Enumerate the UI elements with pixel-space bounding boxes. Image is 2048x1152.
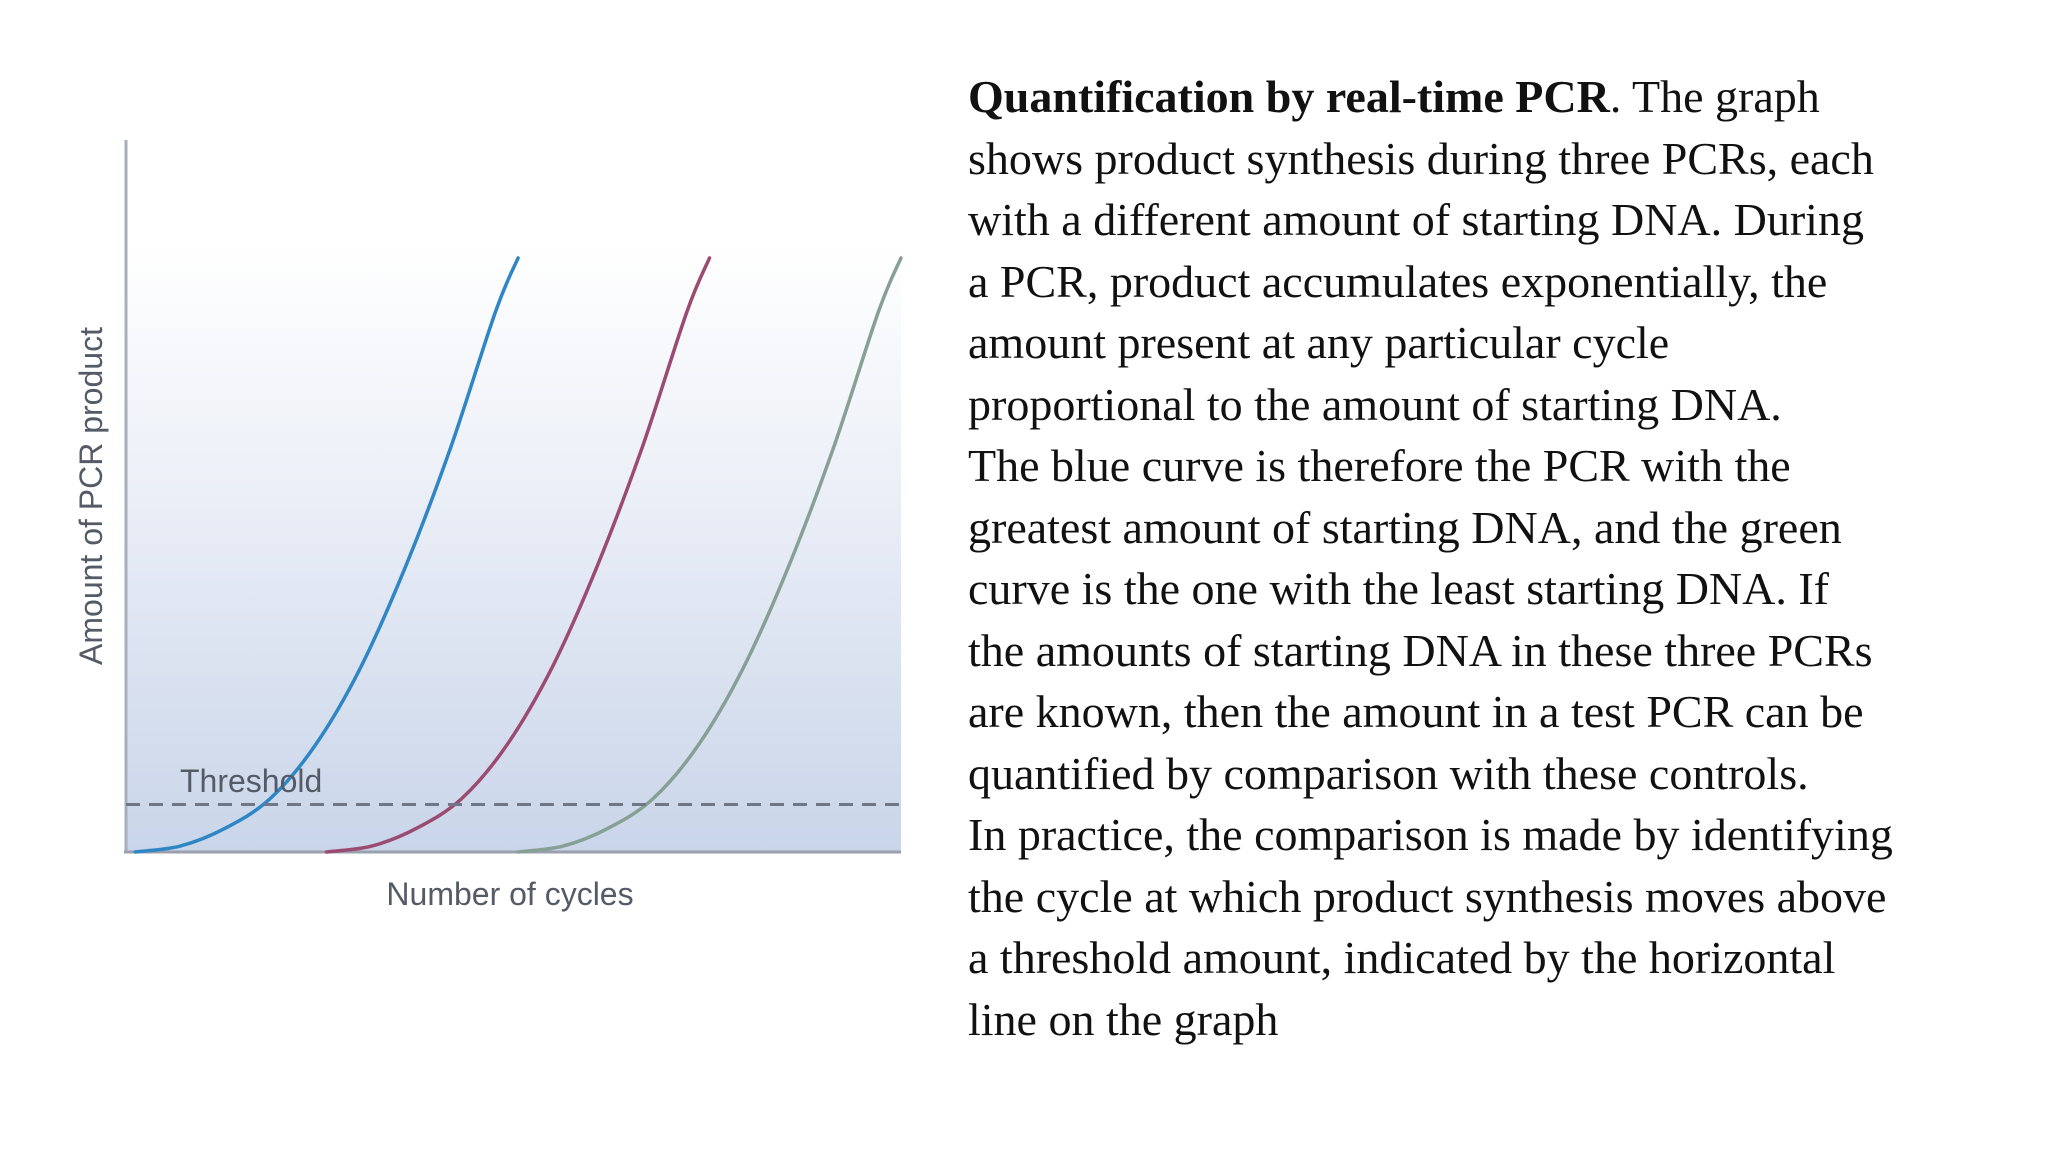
y-axis-label: Amount of PCR product: [73, 327, 109, 665]
figure-caption: Quantification by real-time PCR. The gra…: [968, 66, 2028, 1050]
caption-line-9: the amounts of starting DNA in these thr…: [968, 624, 1873, 676]
series-curve-0: [133, 256, 520, 854]
caption-line-10: are known, then the amount in a test PCR…: [968, 686, 1864, 737]
caption-line-8: curve is the one with the least starting…: [968, 563, 1829, 614]
caption-line-2: with a different amount of starting DNA.…: [968, 194, 1864, 245]
caption-line-13: the cycle at which product synthesis mov…: [968, 870, 1887, 922]
series-curve-1: [324, 256, 712, 854]
x-axis-label: Number of cycles: [386, 876, 633, 912]
plot-background: [126, 245, 901, 852]
caption-line-11: quantified by comparison with these cont…: [968, 747, 1809, 799]
threshold-label: Threshold: [180, 763, 322, 799]
caption-line-15: line on the graph: [968, 993, 1279, 1045]
pcr-chart: Threshold Number of cycles Amount of PCR…: [0, 0, 930, 1152]
caption-line-6: The blue curve is therefore the PCR with…: [968, 440, 1791, 491]
series-curve-2: [516, 256, 903, 854]
caption-line-4: amount present at any particular cycle: [968, 317, 1670, 368]
caption-first-line: Quantification by real-time PCR. The gra…: [968, 66, 2028, 128]
caption-line-1: shows product synthesis during three PCR…: [968, 132, 1874, 184]
caption-heading: Quantification by real-time PCR: [968, 71, 1610, 122]
caption-line-7: greatest amount of starting DNA, and the…: [968, 501, 1842, 553]
chart-svg: Threshold Number of cycles Amount of PCR…: [73, 140, 903, 912]
caption-line-3: a PCR, product accumulates exponentially…: [968, 255, 1828, 307]
caption-line-12: In practice, the comparison is made by i…: [968, 809, 1893, 860]
caption-line-0: . The graph: [1609, 71, 1820, 122]
caption-line-5: proportional to the amount of starting D…: [968, 378, 1782, 430]
caption-line-14: a threshold amount, indicated by the hor…: [968, 932, 1836, 983]
